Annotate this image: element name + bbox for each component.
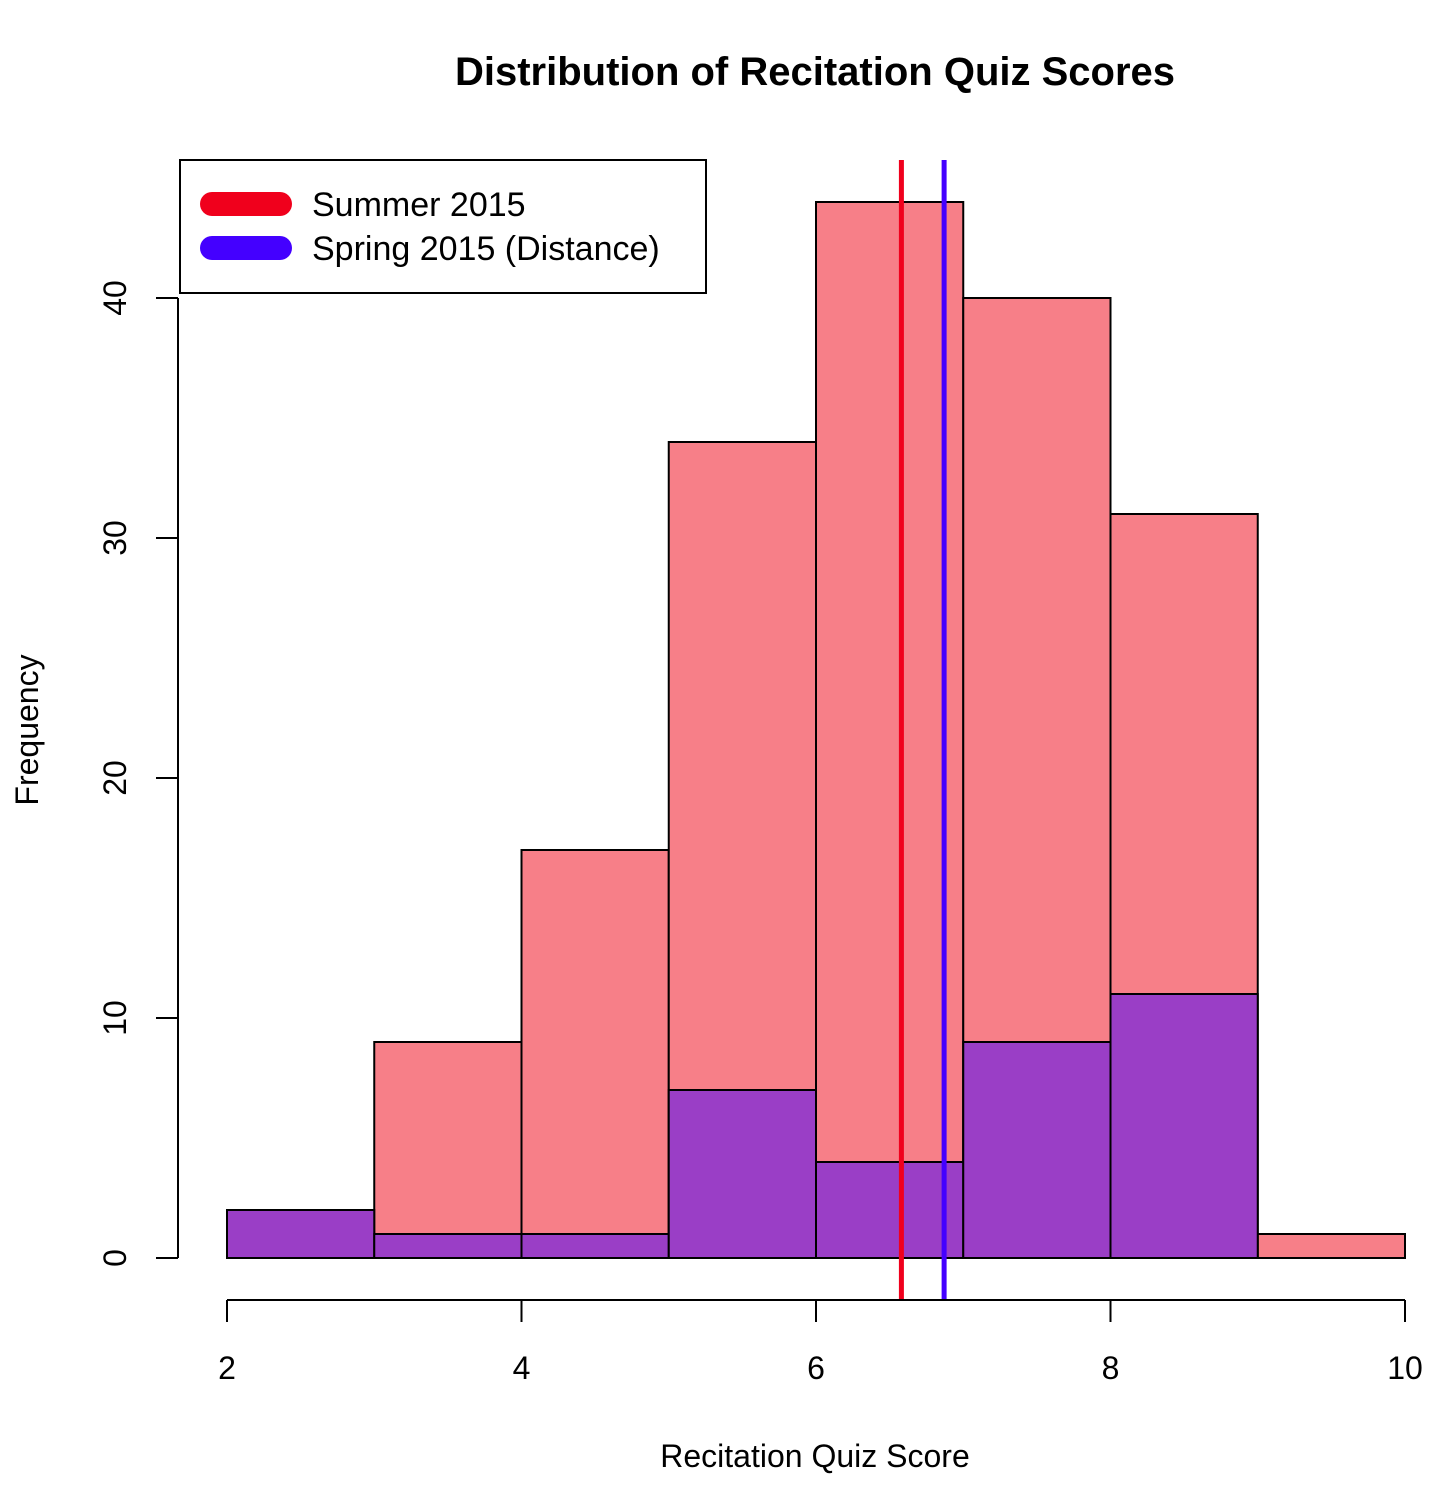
bar-summer-2015-6-7 [815,201,965,1259]
y-tick-label-40: 40 [97,280,133,316]
bar-spring-2015-distance-2-3 [226,1209,376,1259]
mean-lines-layer [898,160,947,1300]
x-tick-label-8: 8 [1102,1350,1120,1386]
bar-spring-2015-distance-4-5 [520,1233,670,1259]
x-axis-label: Recitation Quiz Score [660,1438,969,1474]
y-tick-label-0: 0 [97,1249,133,1267]
y-tick-label-10: 10 [97,1000,133,1036]
bar-summer-2015-9-10 [1256,1233,1406,1259]
bar-spring-2015-distance-7-8 [962,1041,1112,1259]
legend-box [179,159,707,294]
x-tick-label-2: 2 [218,1350,236,1386]
bars-layer [226,201,1406,1259]
legend-label-spring-2015: Spring 2015 (Distance) [312,230,660,268]
bar-spring-2015-distance-6-7 [815,1161,965,1259]
x-tick-label-6: 6 [807,1350,825,1386]
y-axis-label: Frequency [9,654,45,805]
x-tick-label-10: 10 [1387,1350,1423,1386]
y-tick-label-30: 30 [97,520,133,556]
bar-spring-2015-distance-8-9 [1109,993,1259,1259]
bar-spring-2015-distance-3-4 [373,1233,523,1259]
x-tick-label-4: 4 [513,1350,531,1386]
x-axis: 2 4 6 8 10 [218,1299,1423,1386]
bar-summer-2015-3-4 [373,1041,523,1259]
legend: Summer 2015 Spring 2015 (Distance) [179,159,707,294]
legend-label-summer-2015: Summer 2015 [312,186,526,224]
bar-spring-2015-distance-5-6 [667,1089,817,1259]
chart-title: Distribution of Recitation Quiz Scores [455,50,1175,94]
bar-summer-2015-4-5 [520,849,670,1259]
y-axis: 0 10 20 30 40 [97,280,179,1267]
y-tick-label-20: 20 [97,760,133,796]
